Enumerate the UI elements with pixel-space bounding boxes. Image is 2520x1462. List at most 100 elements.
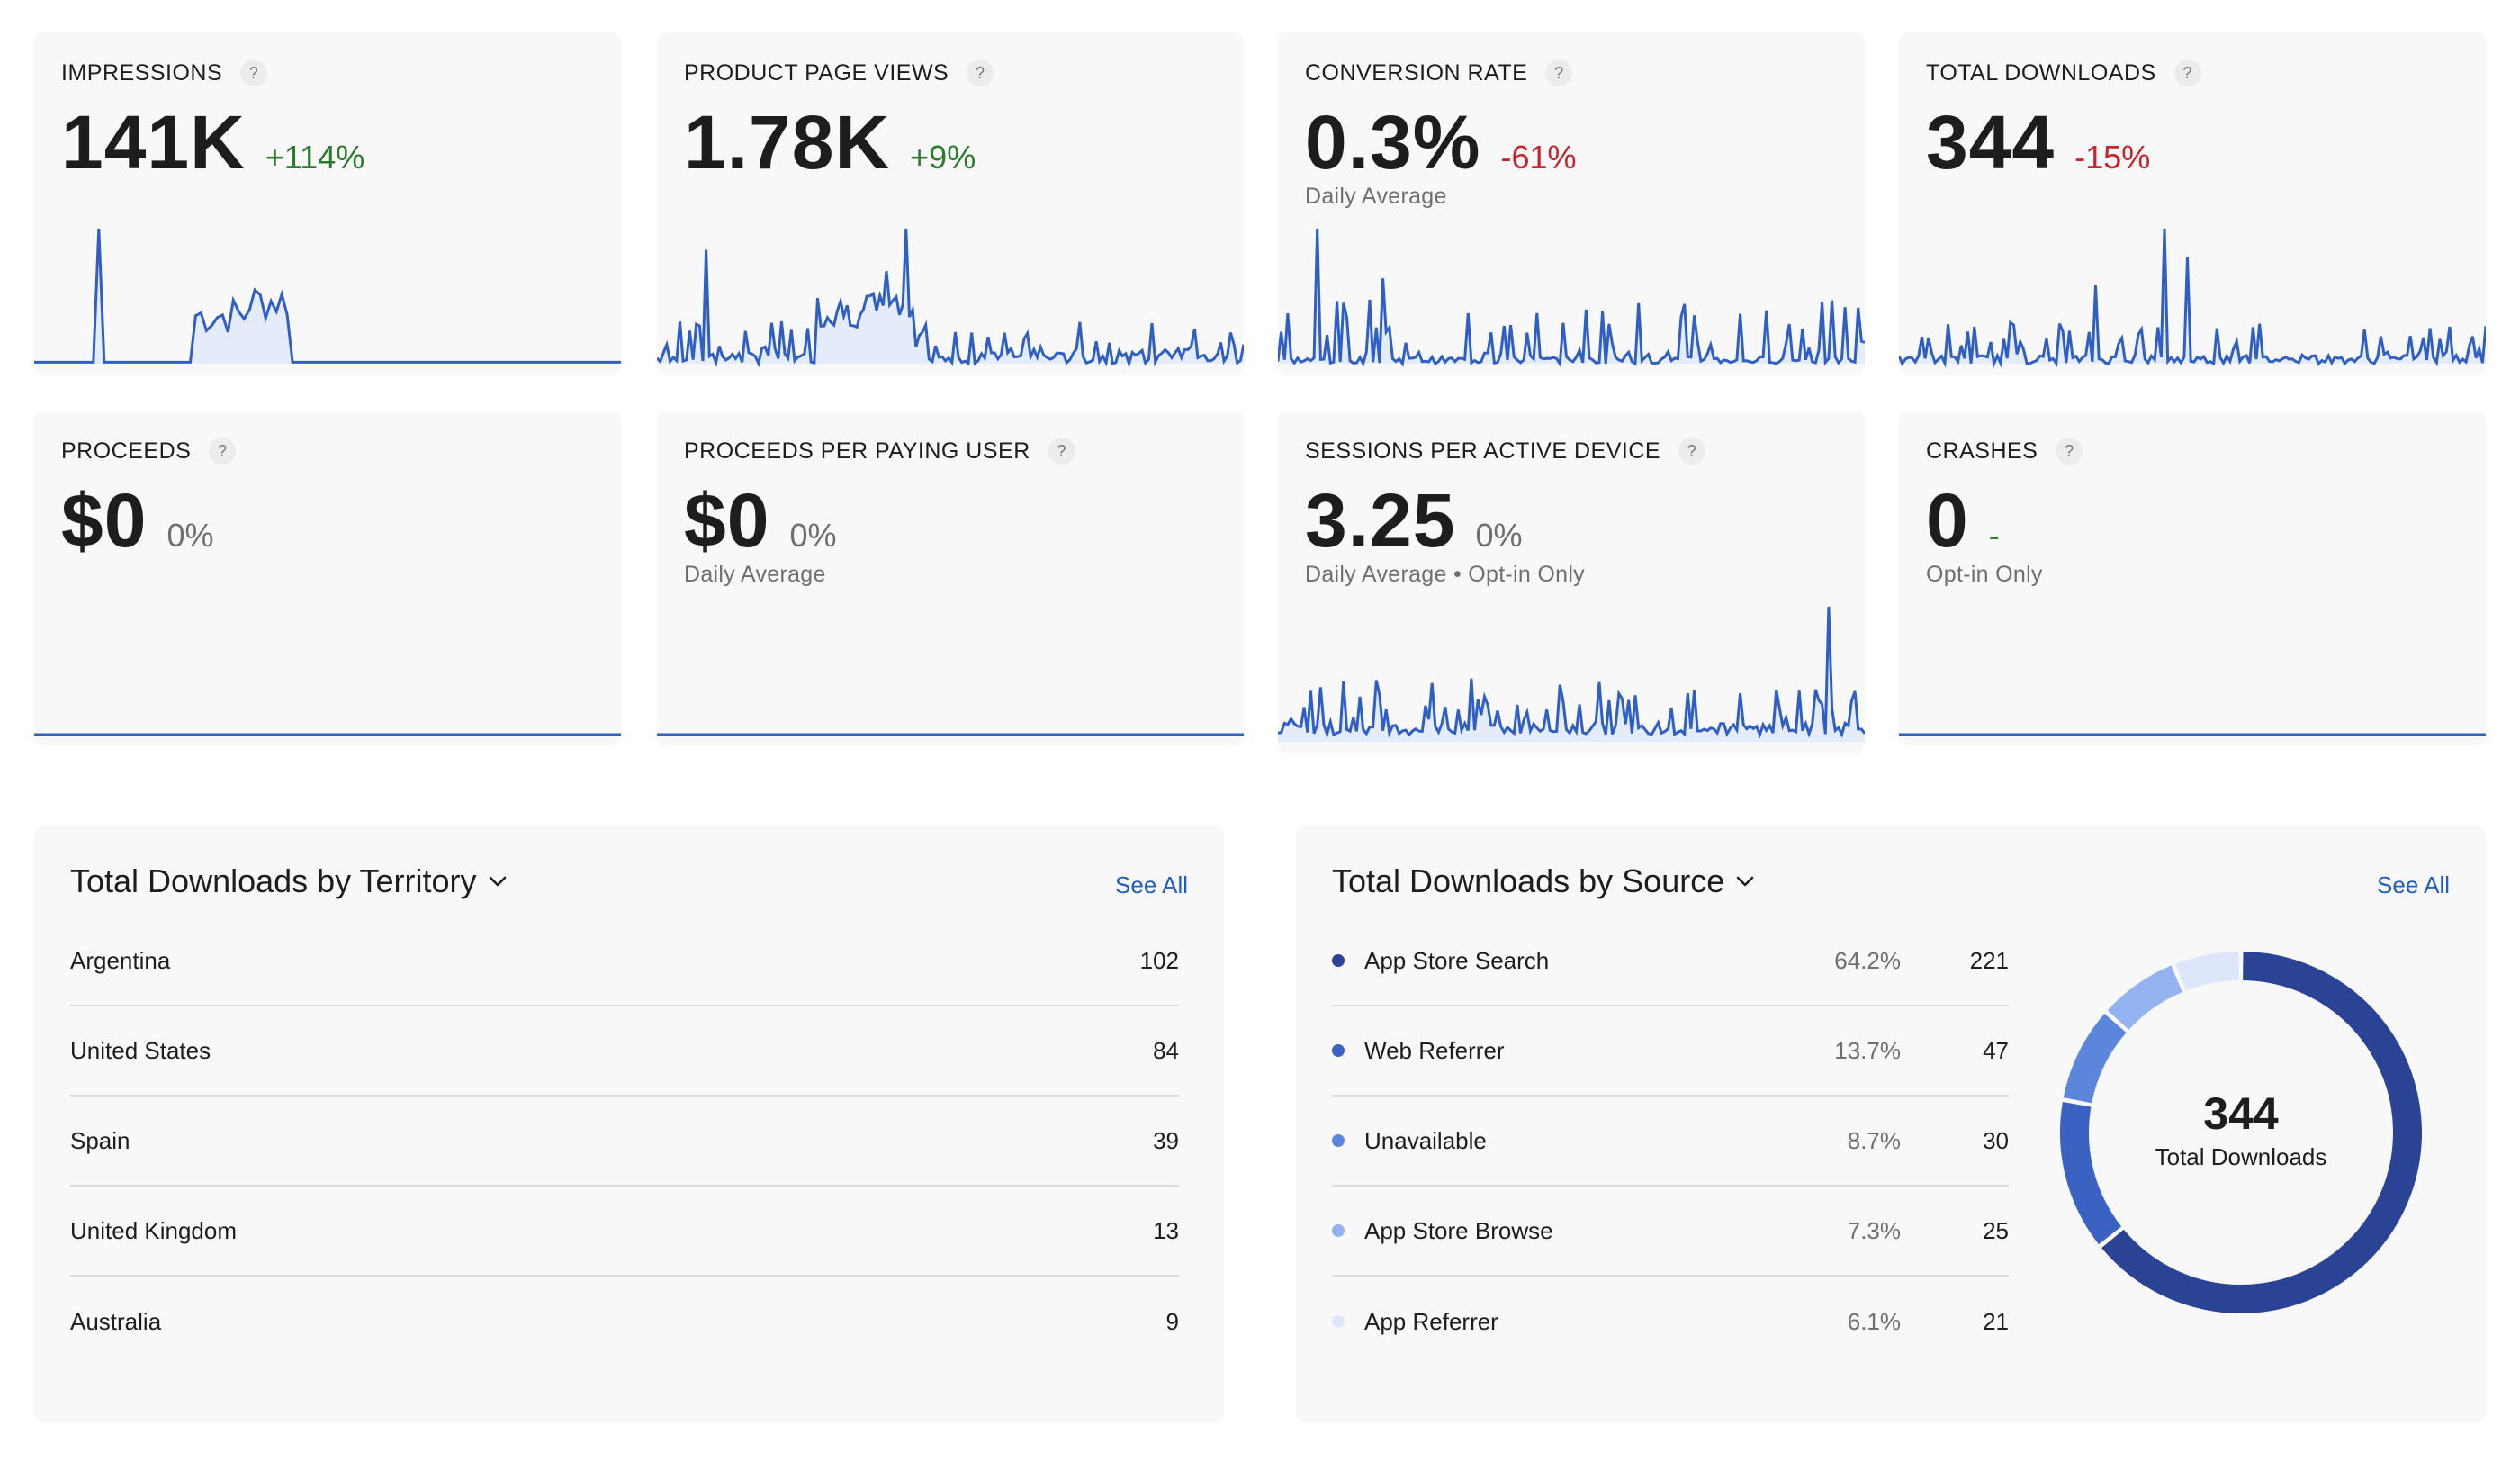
source-name: Web Referrer bbox=[1364, 1036, 1505, 1064]
metric-value: $0 bbox=[61, 478, 148, 563]
metric-title: IMPRESSIONS bbox=[61, 59, 223, 86]
sparkline-crashes bbox=[1899, 733, 2486, 736]
donut-label: Total Downloads bbox=[2155, 1143, 2327, 1170]
see-all-link[interactable]: See All bbox=[2377, 871, 2450, 898]
source-count: 47 bbox=[1983, 1036, 2009, 1064]
table-row[interactable]: Spain 39 bbox=[70, 1096, 1179, 1187]
territory-count: 102 bbox=[1139, 946, 1179, 974]
legend-dot bbox=[1332, 1134, 1345, 1147]
sparkline-line bbox=[1278, 606, 1865, 739]
metric-value: 3.25 bbox=[1305, 478, 1456, 563]
table-row[interactable]: United Kingdom 13 bbox=[70, 1187, 1179, 1277]
source-count: 30 bbox=[1983, 1126, 2009, 1154]
sparkline-area bbox=[1278, 228, 1865, 364]
sparkline-line bbox=[34, 228, 621, 364]
territory-name: Spain bbox=[70, 1126, 130, 1154]
metric-value: 344 bbox=[1926, 100, 2056, 185]
metric-change: +114% bbox=[265, 139, 365, 176]
territory-title-dropdown[interactable]: Total Downloads by Territory bbox=[70, 862, 509, 900]
metric-card-product-page-views[interactable]: PRODUCT PAGE VIEWS ? 1.78K +9% bbox=[657, 32, 1244, 375]
metric-card-proceeds[interactable]: PROCEEDS ? $0 0% bbox=[34, 411, 621, 745]
metric-value: 141K bbox=[61, 100, 246, 185]
table-row[interactable]: Argentina 102 bbox=[70, 916, 1179, 1006]
metric-card-crashes[interactable]: CRASHES ? 0 - Opt-in Only bbox=[1899, 411, 2486, 745]
table-row[interactable]: Unavailable 8.7% 30 bbox=[1332, 1096, 2009, 1187]
donut-slice-app-store-search bbox=[2102, 952, 2422, 1313]
sparkline-proceeds bbox=[34, 733, 621, 736]
help-icon[interactable]: ? bbox=[1048, 438, 1076, 465]
donut-slice-unavailable bbox=[2063, 1014, 2127, 1104]
table-row[interactable]: Web Referrer 13.7% 47 bbox=[1332, 1006, 2009, 1096]
source-percent: 64.2% bbox=[1834, 946, 1901, 974]
source-title-dropdown[interactable]: Total Downloads by Source bbox=[1332, 862, 1757, 900]
help-icon[interactable]: ? bbox=[1545, 59, 1573, 86]
donut-total: 344 bbox=[2203, 1088, 2279, 1139]
sparkline-conversion-rate bbox=[1278, 228, 1865, 368]
metric-card-total-downloads[interactable]: TOTAL DOWNLOADS ? 344 -15% bbox=[1899, 32, 2486, 375]
metric-value: 1.78K bbox=[684, 100, 891, 185]
territory-count: 9 bbox=[1166, 1307, 1179, 1335]
metric-card-sessions-per-active-device[interactable]: SESSIONS PER ACTIVE DEVICE ? 3.25 0% Dai… bbox=[1278, 411, 1865, 753]
metric-subtitle: Daily Average • Opt-in Only bbox=[1305, 562, 1585, 587]
metric-value: 0 bbox=[1926, 478, 1969, 563]
metric-title: PROCEEDS PER PAYING USER bbox=[684, 438, 1030, 464]
help-icon[interactable]: ? bbox=[2174, 59, 2201, 86]
source-count: 221 bbox=[1969, 946, 2009, 974]
source-percent: 6.1% bbox=[1847, 1307, 1901, 1335]
help-icon[interactable]: ? bbox=[1678, 438, 1706, 465]
metric-title: CONVERSION RATE bbox=[1305, 59, 1528, 86]
chevron-down-icon bbox=[489, 876, 506, 887]
metric-change: 0% bbox=[789, 517, 837, 554]
sparkline-area bbox=[1899, 228, 2486, 364]
source-percent: 7.3% bbox=[1847, 1216, 1901, 1244]
metric-value: 0.3% bbox=[1305, 100, 1481, 185]
help-icon[interactable]: ? bbox=[240, 59, 268, 86]
metric-subtitle: Daily Average bbox=[684, 562, 826, 587]
metric-change: 0% bbox=[1475, 517, 1523, 554]
downloads-by-territory-panel: Total Downloads by Territory See All Arg… bbox=[34, 826, 1224, 1422]
downloads-donut-chart bbox=[2060, 952, 2422, 1313]
donut-slice-app-store-browse bbox=[2107, 965, 2183, 1031]
sparkline-proceeds-per-paying-user bbox=[657, 733, 1244, 736]
metric-card-impressions[interactable]: IMPRESSIONS ? 141K +114% bbox=[34, 32, 621, 375]
legend-dot bbox=[1332, 1044, 1345, 1057]
metric-change: 0% bbox=[166, 517, 214, 554]
source-percent: 13.7% bbox=[1834, 1036, 1901, 1064]
territory-name: Argentina bbox=[70, 946, 171, 974]
metric-card-proceeds-per-paying-user[interactable]: PROCEEDS PER PAYING USER ? $0 0% Daily A… bbox=[657, 411, 1244, 745]
territory-name: Australia bbox=[70, 1307, 162, 1335]
donut-slice-web-referrer bbox=[2060, 1102, 2122, 1245]
source-name: App Store Search bbox=[1364, 946, 1550, 974]
source-count: 21 bbox=[1983, 1307, 2009, 1335]
help-icon[interactable]: ? bbox=[209, 438, 237, 465]
table-row[interactable]: App Store Browse 7.3% 25 bbox=[1332, 1187, 2009, 1277]
source-name: App Referrer bbox=[1364, 1307, 1498, 1335]
sparkline-sessions-per-active-device bbox=[1278, 606, 1865, 742]
table-row[interactable]: App Store Search 64.2% 221 bbox=[1332, 916, 2009, 1006]
help-icon[interactable]: ? bbox=[967, 59, 994, 86]
sparkline-area bbox=[1278, 606, 1865, 742]
panel-title: Total Downloads by Territory bbox=[70, 862, 477, 899]
donut-slice-app-referrer bbox=[2175, 952, 2240, 991]
metric-card-conversion-rate[interactable]: CONVERSION RATE ? 0.3% -61% Daily Averag… bbox=[1278, 32, 1865, 375]
territory-count: 13 bbox=[1153, 1216, 1179, 1244]
table-row[interactable]: Australia 9 bbox=[70, 1277, 1179, 1367]
metric-change: +9% bbox=[910, 139, 976, 176]
territory-count: 84 bbox=[1153, 1036, 1179, 1064]
source-count: 25 bbox=[1983, 1216, 2009, 1244]
legend-dot bbox=[1332, 954, 1345, 967]
see-all-link[interactable]: See All bbox=[1115, 871, 1188, 898]
source-name: Unavailable bbox=[1364, 1126, 1487, 1154]
sparkline-line bbox=[657, 228, 1244, 368]
metric-value: $0 bbox=[684, 478, 770, 563]
territory-name: United Kingdom bbox=[70, 1216, 237, 1244]
table-row[interactable]: United States 84 bbox=[70, 1006, 1179, 1096]
sparkline-line bbox=[1278, 228, 1865, 368]
chevron-down-icon bbox=[1736, 876, 1754, 887]
sparkline-total-downloads bbox=[1899, 228, 2486, 369]
help-icon[interactable]: ? bbox=[2056, 438, 2084, 465]
metric-change: -15% bbox=[2074, 139, 2151, 176]
territory-name: United States bbox=[70, 1036, 212, 1064]
table-row[interactable]: App Referrer 6.1% 21 bbox=[1332, 1277, 2009, 1367]
sparkline-line bbox=[1899, 228, 2486, 369]
